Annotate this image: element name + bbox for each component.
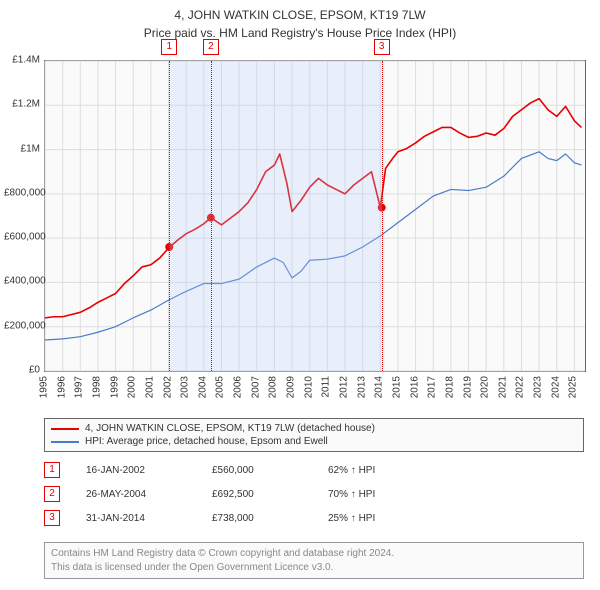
trade-vs-hpi: 25% ↑ HPI: [328, 513, 375, 524]
x-tick-label: 2015: [391, 376, 402, 398]
x-tick-label: 1995: [39, 376, 50, 398]
x-tick-label: 2016: [409, 376, 420, 398]
trade-price: £738,000: [212, 513, 302, 524]
y-tick-label: £800,000: [4, 187, 40, 198]
x-tick-label: 2003: [180, 376, 191, 398]
trades-table: 1 16-JAN-2002 £560,000 62% ↑ HPI 2 26-MAY-200…: [44, 462, 584, 534]
shade-band: [211, 61, 382, 371]
x-tick-label: 2000: [127, 376, 138, 398]
trade-row: 1 16-JAN-2002 £560,000 62% ↑ HPI: [44, 462, 584, 478]
trade-date: 26-MAY-2004: [86, 489, 186, 500]
legend-swatch: [51, 428, 79, 430]
x-tick-label: 2004: [197, 376, 208, 398]
trade-line: [211, 61, 212, 371]
x-tick-label: 2001: [144, 376, 155, 398]
page-title: 4, JOHN WATKIN CLOSE, EPSOM, KT19 7LW: [0, 0, 600, 22]
trade-marker-2: 2: [203, 39, 219, 55]
legend-label: 4, JOHN WATKIN CLOSE, EPSOM, KT19 7LW (d…: [85, 423, 375, 434]
x-tick-label: 1996: [56, 376, 67, 398]
trade-price: £560,000: [212, 465, 302, 476]
shade-band: [169, 61, 211, 371]
x-tick-label: 2009: [286, 376, 297, 398]
y-tick-label: £600,000: [4, 232, 40, 243]
x-tick-label: 2019: [462, 376, 473, 398]
x-tick-label: 2008: [268, 376, 279, 398]
trade-vs-hpi: 62% ↑ HPI: [328, 465, 375, 476]
footer-line-1: Contains HM Land Registry data © Crown c…: [51, 547, 577, 561]
x-tick-label: 2010: [303, 376, 314, 398]
x-tick-label: 2022: [515, 376, 526, 398]
trade-row: 3 31-JAN-2014 £738,000 25% ↑ HPI: [44, 510, 584, 526]
x-tick-label: 2023: [533, 376, 544, 398]
trade-date: 31-JAN-2014: [86, 513, 186, 524]
x-tick-label: 2020: [480, 376, 491, 398]
page-subtitle: Price paid vs. HM Land Registry's House …: [0, 22, 600, 40]
trade-price: £692,500: [212, 489, 302, 500]
trade-line: [169, 61, 170, 371]
trade-date: 16-JAN-2002: [86, 465, 186, 476]
x-tick-label: 2007: [250, 376, 261, 398]
y-tick-label: £0: [4, 365, 40, 376]
trade-vs-hpi: 70% ↑ HPI: [328, 489, 375, 500]
x-tick-label: 2012: [339, 376, 350, 398]
x-tick-label: 1998: [91, 376, 102, 398]
trade-row: 2 26-MAY-2004 £692,500 70% ↑ HPI: [44, 486, 584, 502]
y-tick-label: £200,000: [4, 320, 40, 331]
x-tick-label: 2017: [427, 376, 438, 398]
x-tick-label: 2024: [550, 376, 561, 398]
trade-row-marker: 2: [44, 486, 60, 502]
y-tick-label: £400,000: [4, 276, 40, 287]
legend-label: HPI: Average price, detached house, Epso…: [85, 436, 328, 447]
trade-marker-3: 3: [374, 39, 390, 55]
trade-marker-1: 1: [161, 39, 177, 55]
legend-swatch: [51, 441, 79, 443]
x-tick-label: 2025: [568, 376, 579, 398]
y-tick-label: £1.4M: [4, 55, 40, 66]
legend-item: HPI: Average price, detached house, Epso…: [51, 436, 577, 447]
trade-row-marker: 3: [44, 510, 60, 526]
footer-line-2: This data is licensed under the Open Gov…: [51, 561, 577, 575]
x-tick-label: 2011: [321, 376, 332, 398]
y-tick-label: £1.2M: [4, 99, 40, 110]
trade-row-marker: 1: [44, 462, 60, 478]
x-tick-label: 2021: [497, 376, 508, 398]
footer-attribution: Contains HM Land Registry data © Crown c…: [44, 542, 584, 579]
chart-plot-area: 123: [44, 60, 586, 372]
x-tick-label: 1999: [109, 376, 120, 398]
x-tick-label: 2005: [215, 376, 226, 398]
x-tick-label: 2006: [233, 376, 244, 398]
y-tick-label: £1M: [4, 143, 40, 154]
x-tick-label: 2014: [374, 376, 385, 398]
x-tick-label: 2002: [162, 376, 173, 398]
x-tick-label: 2013: [356, 376, 367, 398]
x-tick-label: 2018: [444, 376, 455, 398]
legend-box: 4, JOHN WATKIN CLOSE, EPSOM, KT19 7LW (d…: [44, 418, 584, 452]
legend-item: 4, JOHN WATKIN CLOSE, EPSOM, KT19 7LW (d…: [51, 423, 577, 434]
x-tick-label: 1997: [74, 376, 85, 398]
trade-line: [382, 61, 383, 371]
